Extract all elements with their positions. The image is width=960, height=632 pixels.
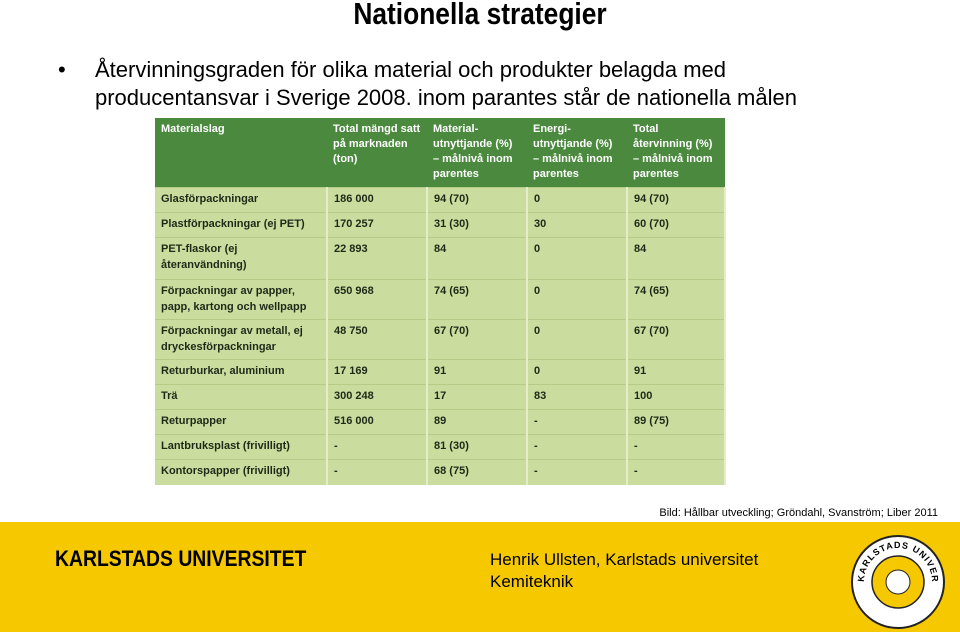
table-row: Returburkar, aluminium 17 169 91 0 91: [155, 359, 726, 385]
table-cell: -: [327, 459, 428, 485]
table-cell: 67 (70): [627, 319, 726, 360]
header-cell: Materialslag: [155, 118, 327, 188]
table-cell: Trä: [155, 384, 328, 410]
table-cell: Förpackningar av papper, papp, kartong o…: [155, 279, 328, 320]
table-body: Glasförpackningar 186 000 94 (70) 0 94 (70) P…: [155, 187, 726, 485]
header-cell: Energi-utnyttjande (%) – målnivå inom pa…: [527, 118, 627, 188]
table-cell: -: [327, 434, 428, 460]
table-cell: 170 257: [327, 212, 428, 238]
table-cell: 84: [627, 237, 726, 280]
image-caption: Bild: Hållbar utveckling; Gröndahl, Svan…: [659, 507, 938, 519]
table-cell: 60 (70): [627, 212, 726, 238]
bullet-dot: •: [58, 57, 66, 82]
table-cell: 0: [527, 279, 628, 320]
table-cell: 0: [527, 187, 628, 213]
table-row: Kontorspapper (frivilligt) -68 (75) - -: [155, 459, 726, 485]
table-cell: 186 000: [327, 187, 428, 213]
table-row: Förpackningar av papper, papp, kartong o…: [155, 279, 726, 320]
logo: KARLSTADS UNIVERSITET: [850, 534, 945, 629]
university-name: KARLSTADS UNIVERSITET: [55, 546, 307, 571]
table-cell: 17 169: [327, 359, 428, 385]
table-cell: 83: [527, 384, 628, 410]
table-cell: 89: [427, 409, 528, 435]
table-cell: 91: [627, 359, 726, 385]
header-cell: Total mängd satt på marknaden (ton): [327, 118, 427, 188]
table-cell: 74 (65): [627, 279, 726, 320]
table-cell: Glasförpackningar: [155, 187, 328, 213]
logo-center: [885, 569, 911, 595]
table-cell: Kontorspapper (frivilligt): [155, 459, 328, 485]
table-cell: 74 (65): [427, 279, 528, 320]
table-cell: 17: [427, 384, 528, 410]
table-row: Returpapper 516 000 89-89 (75): [155, 409, 726, 435]
table-cell: 516 000: [327, 409, 428, 435]
author: Henrik Ullsten, Karlstads universitet: [490, 550, 759, 569]
table-cell: -: [527, 459, 628, 485]
table-cell: 650 968: [327, 279, 428, 320]
header-cell: Total återvinning (%) – målnivå inom par…: [627, 118, 725, 188]
table-cell: 0: [527, 237, 628, 280]
table-cell: -: [527, 434, 628, 460]
table-cell: 100: [627, 384, 726, 410]
table-cell: 31 (30): [427, 212, 528, 238]
footer: KARLSTADS UNIVERSITET Henrik Ullsten, Ka…: [0, 522, 960, 632]
table-cell: 68 (75): [427, 459, 528, 485]
table-cell: 300 248: [327, 384, 428, 410]
header-row: Materialslag Total mängd satt på marknade…: [155, 118, 725, 188]
table-cell: 48 750: [327, 319, 428, 360]
table-cell: 94 (70): [427, 187, 528, 213]
table-cell: 81 (30): [427, 434, 528, 460]
table-row: Glasförpackningar 186 000 94 (70) 0 94 (70): [155, 187, 726, 213]
table-cell: Plastförpackningar (ej PET): [155, 212, 328, 238]
table-row: Förpackningar av metall, ej dryckesförpa…: [155, 319, 726, 360]
table-cell: 0: [527, 319, 628, 360]
data-table: Materialslag Total mängd satt på marknade…: [155, 118, 726, 485]
table-cell: Returburkar, aluminium: [155, 359, 328, 385]
table-row: Lantbruksplast (frivilligt) -81 (30) - -: [155, 434, 726, 460]
table-cell: Förpackningar av metall, ej dryckesförpa…: [155, 319, 328, 360]
table-cell: 22 893: [327, 237, 428, 280]
header-cell: Material-utnyttjande (%) – målnivå inom …: [427, 118, 527, 188]
table-cell: 84: [427, 237, 528, 280]
table-cell: Returpapper: [155, 409, 328, 435]
table-row: Trä 300 248 17 83 100: [155, 384, 726, 410]
table-cell: 94 (70): [627, 187, 726, 213]
table-cell: 0: [527, 359, 628, 385]
bullet-text: Återvinningsgraden för olika material oc…: [95, 57, 797, 110]
table-cell: 89 (75): [627, 409, 726, 435]
slide-title: Nationella strategier: [353, 0, 607, 31]
table-cell: -: [527, 409, 628, 435]
table-cell: 30: [527, 212, 628, 238]
table-row: PET-flaskor (ej återanvändning) 22 893 84 0…: [155, 237, 726, 280]
table-cell: -: [627, 459, 726, 485]
table-cell: 67 (70): [427, 319, 528, 360]
table-row: Plastförpackningar (ej PET) 170 257 31 (30…: [155, 212, 726, 238]
table-cell: 91: [427, 359, 528, 385]
table-cell: PET-flaskor (ej återanvändning): [155, 237, 328, 280]
department: Kemiteknik: [490, 572, 574, 591]
table-cell: -: [627, 434, 726, 460]
table-cell: Lantbruksplast (frivilligt): [155, 434, 328, 460]
